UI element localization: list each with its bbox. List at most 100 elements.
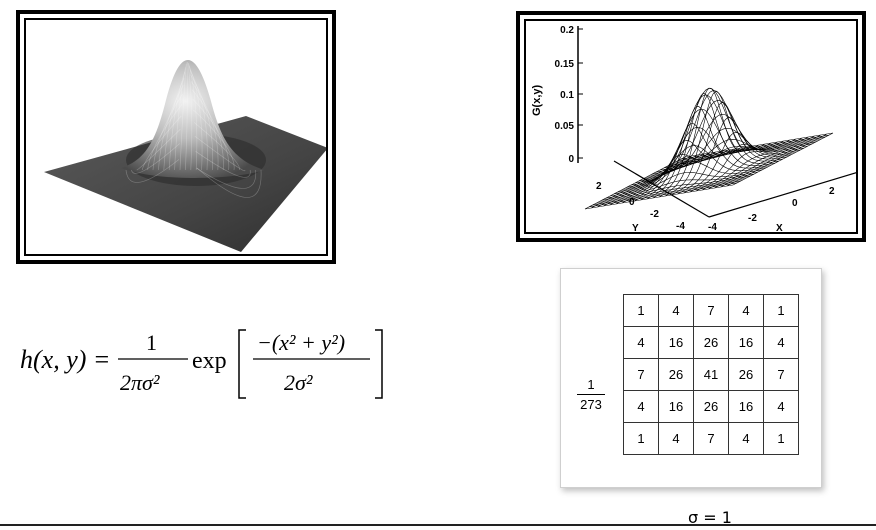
surface-stripe [163, 77, 185, 171]
kernel-cell: 1 [623, 422, 659, 455]
surface-stripe [188, 65, 203, 171]
formula-frac1-den: 2πσ² [120, 370, 160, 395]
mesh-line [732, 132, 834, 186]
left-surface-panel [24, 18, 328, 256]
mesh-line [593, 180, 742, 205]
wireframe-mesh [584, 87, 834, 210]
mesh-line [720, 134, 821, 188]
kernel-cell: 1 [763, 294, 799, 327]
surface-stripe [193, 109, 235, 171]
y-tick-3: -2 [650, 209, 659, 220]
kernel-cell: 7 [623, 358, 659, 391]
kernel-row: 7 26 41 26 7 [623, 358, 799, 391]
kernel-cell: 7 [693, 294, 729, 327]
kernel-cell: 4 [763, 326, 799, 359]
z-tick-label: 0.15 [555, 59, 575, 70]
wireframe-gaussian-plot: 0.2 0.15 0.1 0.05 0 G(x,y) 2 0 -2 -4 Y -4 -2… [531, 25, 856, 232]
kernel-cell: 26 [693, 326, 729, 359]
mesh-line [714, 135, 815, 189]
surface-stripe [185, 62, 188, 171]
surface-mesh-lines [125, 61, 262, 198]
x-tick-1: -4 [708, 222, 717, 232]
x-axis-label: X [776, 223, 783, 232]
kernel-cell: 4 [623, 390, 659, 423]
surface-stripe [158, 85, 184, 171]
mesh-line [601, 176, 750, 201]
kernel-cell: 4 [623, 326, 659, 359]
left-surface-frame [16, 10, 336, 264]
surface-stripe [190, 74, 214, 171]
y-tick-2: 0 [629, 197, 635, 208]
y-tick-4: -4 [676, 221, 685, 232]
kernel-cell: 16 [728, 326, 764, 359]
mesh-line [605, 173, 754, 199]
kernel-cell: 4 [658, 422, 694, 455]
shaded-gaussian-surface [44, 60, 326, 252]
gaussian-formula: h(x, y) = 1 2πσ² exp −(x² + y²) 2σ² [20, 318, 400, 408]
x-tick-4: 2 [829, 186, 835, 197]
surface-stripe [141, 115, 182, 171]
kernel-normalization: 1 273 [573, 377, 609, 412]
formula-right-bracket [375, 329, 383, 399]
formula-frac2-den: 2σ² [284, 370, 313, 395]
surface-stripe [196, 167, 256, 189]
formula-svg: h(x, y) = 1 2πσ² exp −(x² + y²) 2σ² [20, 329, 383, 399]
kernel-cell: 26 [658, 358, 694, 391]
kernel-cell: 4 [728, 294, 764, 327]
right-wireframe-panel: 0.2 0.15 0.1 0.05 0 G(x,y) 2 0 -2 -4 Y -4 -2… [524, 19, 858, 234]
kernel-row: 4 16 26 16 4 [623, 390, 799, 423]
kernel-cell: 4 [763, 390, 799, 423]
mesh-line [609, 171, 759, 197]
z-tick-label: 0.1 [560, 90, 574, 101]
surface-stripe [191, 89, 224, 171]
formula-frac1-num: 1 [146, 330, 157, 355]
surface-stripe [125, 159, 180, 183]
right-wireframe-frame: 0.2 0.15 0.1 0.05 0 G(x,y) 2 0 -2 -4 Y -4 -2… [516, 11, 866, 242]
formula-lhs: h(x, y) = [20, 345, 110, 374]
kernel-cell: 4 [728, 422, 764, 455]
surface-stripe [195, 151, 251, 178]
z-axis-ticks: 0.2 0.15 0.1 0.05 0 [555, 25, 583, 165]
surface-stripe [131, 143, 180, 174]
y-axis-label: Y [632, 223, 639, 232]
mesh-line [659, 145, 809, 171]
z-tick-label: 0.05 [555, 121, 575, 132]
surface-stripe [196, 167, 262, 198]
kernel-row: 4 16 26 16 4 [623, 326, 799, 359]
surface-bell [121, 60, 264, 178]
x-tick-2: -2 [748, 213, 757, 224]
surface-stripe [179, 64, 187, 171]
surface-stripe [189, 69, 208, 171]
surface-stripe [190, 81, 219, 171]
sigma-label: σ = 1 [688, 508, 732, 527]
z-tick-label: 0.2 [560, 25, 574, 36]
kernel-cell: 26 [728, 358, 764, 391]
mesh-line [584, 184, 734, 210]
surface-stripe [192, 98, 230, 171]
kernel-table: 1 4 7 4 1 4 16 26 16 4 7 26 41 26 7 4 16 26 16 4 1 4 7 4 1 [623, 294, 799, 455]
surface-stripe [188, 63, 198, 171]
surface-stripe [187, 61, 193, 171]
gaussian-kernel-card: 1 273 1 4 7 4 1 4 16 26 16 4 7 26 41 26 7 4 16 26 16 4 1 4 7 4 1 [560, 268, 822, 488]
surface-stripe [147, 104, 183, 171]
mesh-line [589, 182, 738, 208]
bottom-rule [0, 524, 876, 526]
kernel-cell: 26 [693, 390, 729, 423]
normalization-bar [577, 394, 605, 395]
z-tick-label: 0 [568, 154, 574, 165]
base-edge-right [708, 172, 856, 218]
mesh-line [639, 90, 788, 182]
kernel-cell: 16 [658, 326, 694, 359]
y-tick-1: 2 [596, 181, 602, 192]
mesh-line [597, 178, 746, 203]
formula-frac2-num: −(x² + y²) [257, 330, 345, 355]
normalization-denominator: 273 [580, 397, 602, 412]
mesh-line [726, 133, 827, 187]
kernel-cell: 1 [763, 422, 799, 455]
formula-exp: exp [192, 348, 227, 374]
kernel-cell: 16 [728, 390, 764, 423]
surface-stripe [168, 71, 186, 171]
z-axis-label: G(x,y) [531, 84, 543, 116]
surface-stripe [193, 122, 240, 171]
